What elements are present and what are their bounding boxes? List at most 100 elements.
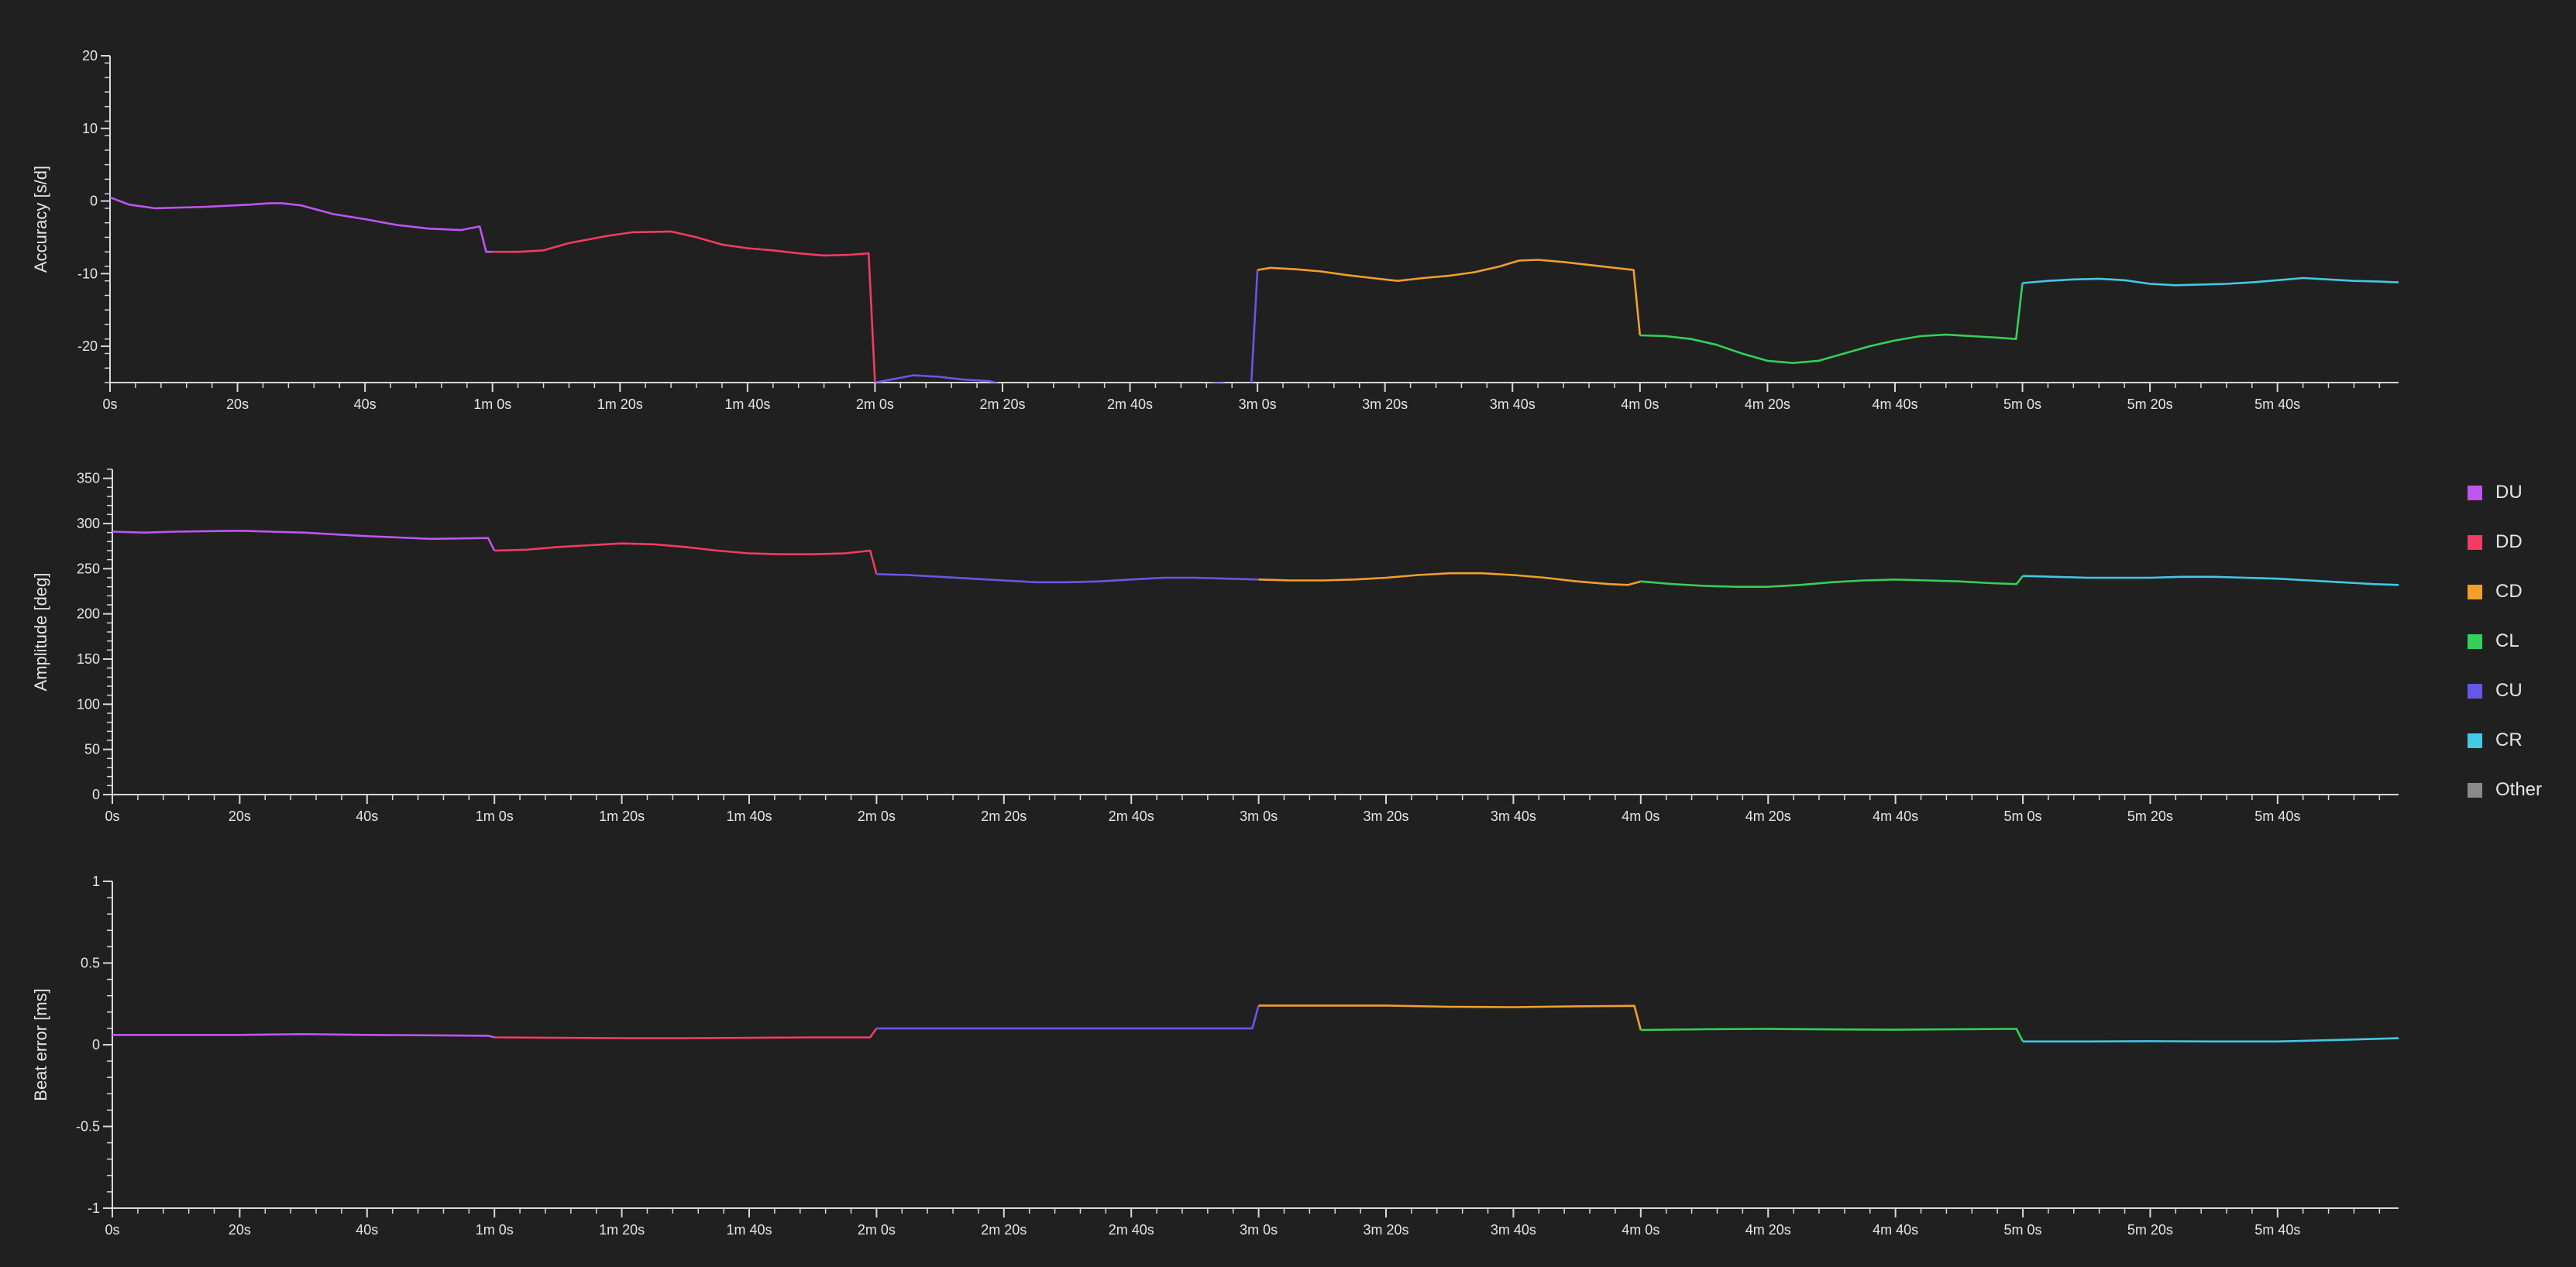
chart-panel-beat-error: 0s 20s 40s 1m 0s 1m 20s 1m 40s 2m 0s 2m 20s 2m 4… <box>31 874 2399 1238</box>
legend-swatch-other <box>2468 782 2482 798</box>
legend-label-other: Other <box>2495 779 2543 800</box>
x-tick-label: 2m 0s <box>856 397 894 412</box>
x-tick-label: 4m 40s <box>1873 809 1918 824</box>
x-tick-label: 3m 20s <box>1363 809 1408 824</box>
y-tick-label: 300 <box>77 516 100 531</box>
legend-swatch-cd <box>2468 584 2482 599</box>
legend-label-cr: CR <box>2495 730 2523 750</box>
y-tick-label: 0 <box>90 194 98 209</box>
x-tick-label: 2m 0s <box>858 809 896 824</box>
x-tick-label: 5m 40s <box>2254 397 2300 412</box>
x-tick-label: 20s <box>229 1222 251 1238</box>
y-tick-label: 0.5 <box>81 956 100 971</box>
legend-item-cl[interactable]: CL <box>2468 616 2568 666</box>
series-line-cu <box>876 1005 1260 1030</box>
series-line-dd <box>492 230 876 383</box>
legend-item-cu[interactable]: CU <box>2468 666 2568 716</box>
x-tick-label: 1m 40s <box>726 809 772 824</box>
y-axis-label: Amplitude [deg] <box>31 573 50 692</box>
x-tick-label: 0s <box>102 397 117 412</box>
x-tick-label: 4m 0s <box>1622 809 1659 824</box>
series-line-dd <box>494 1028 878 1039</box>
legend-label-du: DU <box>2495 482 2523 503</box>
legend-swatch-cr <box>2468 733 2482 748</box>
y-tick-label: -0.5 <box>76 1119 100 1135</box>
x-tick-label: 0s <box>105 809 119 824</box>
y-tick-label: 250 <box>77 561 100 576</box>
y-tick-label: 1 <box>92 874 100 889</box>
x-tick-label: 3m 40s <box>1491 809 1536 824</box>
series-line-cl <box>1640 1028 2024 1042</box>
legend-label-cd: CD <box>2495 581 2523 602</box>
x-tick-label: 3m 40s <box>1491 1222 1536 1238</box>
y-tick-label: 200 <box>77 606 100 622</box>
legend-label-cl: CL <box>2495 630 2519 651</box>
series-line-du <box>112 1033 495 1039</box>
series-line-cl <box>1639 283 2024 365</box>
y-tick-label: 50 <box>84 742 100 757</box>
legend-label-cu: CU <box>2495 680 2523 701</box>
y-tick-label: -1 <box>88 1200 100 1216</box>
series-line-cl <box>1640 575 2024 589</box>
legend-swatch-du <box>2468 485 2482 500</box>
x-tick-label: 3m 0s <box>1240 1222 1278 1238</box>
legend-label-dd: DD <box>2495 531 2523 552</box>
x-tick-label: 4m 20s <box>1745 397 1790 412</box>
legend-item-cr[interactable]: CR <box>2468 716 2568 765</box>
y-tick-label: 100 <box>77 696 100 712</box>
y-tick-label: 0 <box>92 1037 100 1052</box>
y-tick-label: -20 <box>77 338 98 354</box>
x-tick-label: 20s <box>226 397 249 412</box>
x-tick-label: 1m 0s <box>473 397 511 412</box>
x-tick-label: 5m 20s <box>2127 1222 2173 1238</box>
y-tick-label: 150 <box>77 651 100 667</box>
legend-swatch-dd <box>2468 534 2482 550</box>
series-line-cr <box>2022 575 2399 586</box>
x-tick-label: 5m 0s <box>2004 1222 2042 1238</box>
y-axis-label: Accuracy [s/d] <box>31 166 50 273</box>
legend-swatch-cu <box>2468 683 2482 699</box>
y-tick-label: -10 <box>77 266 98 281</box>
series-line-cd <box>1258 1004 1642 1031</box>
x-tick-label: 0s <box>105 1222 119 1238</box>
x-tick-label: 2m 20s <box>981 809 1027 824</box>
x-tick-label: 4m 20s <box>1745 1222 1791 1238</box>
x-tick-label: 4m 40s <box>1872 397 1917 412</box>
series-line-dd <box>494 542 878 575</box>
y-tick-label: 0 <box>92 787 100 802</box>
x-tick-label: 2m 40s <box>1109 1222 1154 1238</box>
x-tick-label: 2m 20s <box>981 1222 1027 1238</box>
x-tick-label: 3m 40s <box>1490 397 1536 412</box>
x-tick-label: 3m 20s <box>1363 1222 1408 1238</box>
series-line-cu <box>875 270 1259 383</box>
x-tick-label: 20s <box>229 809 251 824</box>
x-tick-label: 1m 40s <box>726 1222 772 1238</box>
y-tick-label: 20 <box>82 48 98 64</box>
legend: DU DD CD CL CU CR Other <box>2468 468 2568 815</box>
legend-item-cd[interactable]: CD <box>2468 567 2568 616</box>
x-tick-label: 1m 0s <box>476 1222 514 1238</box>
x-tick-label: 5m 0s <box>2004 809 2042 824</box>
x-tick-label: 3m 20s <box>1362 397 1408 412</box>
series-line-cr <box>2023 1037 2399 1043</box>
x-tick-label: 4m 20s <box>1745 809 1791 824</box>
y-tick-label: 350 <box>77 471 100 486</box>
x-tick-label: 5m 0s <box>2003 397 2041 412</box>
x-tick-label: 2m 20s <box>979 397 1025 412</box>
legend-item-dd[interactable]: DD <box>2468 517 2568 567</box>
x-tick-label: 40s <box>356 1222 378 1238</box>
x-tick-label: 2m 40s <box>1109 809 1154 824</box>
legend-item-other[interactable]: Other <box>2468 765 2568 815</box>
x-tick-label: 4m 40s <box>1873 1222 1918 1238</box>
x-tick-label: 2m 0s <box>858 1222 896 1238</box>
legend-swatch-cl <box>2468 634 2482 649</box>
x-tick-label: 5m 20s <box>2127 397 2173 412</box>
legend-item-du[interactable]: DU <box>2468 468 2568 517</box>
x-tick-label: 5m 40s <box>2254 809 2300 824</box>
x-tick-label: 4m 0s <box>1622 1222 1659 1238</box>
x-tick-label: 1m 0s <box>476 809 514 824</box>
x-tick-label: 40s <box>356 809 378 824</box>
x-tick-label: 1m 20s <box>599 1222 645 1238</box>
series-line-cu <box>876 573 1259 584</box>
